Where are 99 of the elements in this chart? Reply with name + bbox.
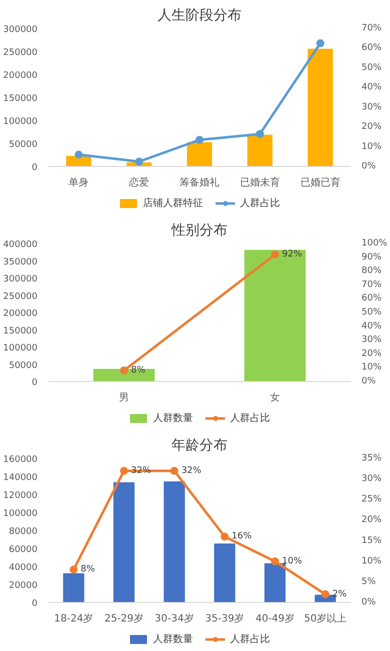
y-tick-label: 100000 xyxy=(3,117,38,127)
y-tick-label: 350000 xyxy=(3,257,38,268)
y-tick-label: 50000 xyxy=(8,360,38,371)
y2-tick-label: 20% xyxy=(362,515,382,526)
x-tick-label: 女 xyxy=(270,392,280,404)
point xyxy=(135,158,144,166)
y-tick-label: 80000 xyxy=(8,527,38,537)
x-tick-label: 30-34岁 xyxy=(154,612,194,624)
y-tick-label: 40000 xyxy=(8,563,38,573)
x-tick-label: 恋爱 xyxy=(128,176,150,188)
y-tick-label: 0 xyxy=(32,599,38,609)
y-tick-label: 100000 xyxy=(3,344,38,354)
y-tick-label: 200000 xyxy=(3,309,38,319)
y2-tick-label: 30% xyxy=(362,102,382,112)
y-tick-label: 60000 xyxy=(8,545,38,555)
y-tick-label: 160000 xyxy=(3,455,38,465)
y2-tick-label: 10% xyxy=(362,142,382,152)
y-tick-label: 200000 xyxy=(3,71,38,81)
y2-tick-label: 40% xyxy=(362,82,382,93)
x-tick-label: 单身 xyxy=(68,176,89,188)
y2-tick-label: 25% xyxy=(362,494,382,505)
x-tick-label: 筹备婚礼 xyxy=(180,176,220,188)
y2-tick-label: 30% xyxy=(362,335,382,346)
y-tick-label: 100000 xyxy=(3,509,38,519)
x-tick-label: 已婚未育 xyxy=(240,176,280,188)
point xyxy=(74,150,83,159)
legend-label: 人群占比 xyxy=(230,632,270,646)
y-tick-label: 50000 xyxy=(8,140,38,150)
y2-tick-label: 10% xyxy=(362,362,382,373)
point xyxy=(170,466,178,475)
y2-tick-label: 70% xyxy=(362,280,382,290)
point xyxy=(120,466,128,475)
y-tick-label: 250000 xyxy=(3,48,38,58)
bar xyxy=(214,544,236,602)
y2-tick-label: 80% xyxy=(362,266,382,276)
bar xyxy=(164,481,185,602)
y-tick-label: 140000 xyxy=(3,473,38,483)
data-label: 10% xyxy=(282,556,302,566)
x-tick-label: 35-39岁 xyxy=(205,612,244,624)
y2-tick-label: 60% xyxy=(362,43,382,54)
data-label: 32% xyxy=(181,466,202,476)
data-label: 16% xyxy=(232,532,252,542)
bar xyxy=(63,573,84,602)
y2-tick-label: 10% xyxy=(362,556,382,566)
y2-tick-label: 5% xyxy=(362,576,376,587)
bar xyxy=(308,48,333,166)
legend-label: 人群数量 xyxy=(153,633,193,646)
point xyxy=(70,566,78,574)
point xyxy=(196,136,204,144)
y2-tick-label: 60% xyxy=(362,294,382,304)
y2-tick-label: 20% xyxy=(362,122,382,132)
bar xyxy=(186,142,212,166)
y-tick-label: 120000 xyxy=(3,491,38,501)
x-tick-label: 男 xyxy=(119,392,129,404)
y-tick-label: 20000 xyxy=(8,581,38,591)
y2-tick-label: 0% xyxy=(362,598,376,608)
legend-label: 人群数量 xyxy=(153,412,193,425)
x-tick-label: 18-24岁 xyxy=(54,612,94,624)
legend-label: 人群占比 xyxy=(240,196,280,210)
point xyxy=(220,532,229,541)
y2-tick-label: 15% xyxy=(362,536,382,546)
y-tick-label: 0 xyxy=(32,378,38,388)
point xyxy=(316,39,324,48)
x-tick-label: 50岁以上 xyxy=(304,612,347,624)
legend-label: 店铺人群特征 xyxy=(143,196,203,210)
legend-label: 人群占比 xyxy=(230,412,270,425)
y-tick-label: 400000 xyxy=(3,240,38,250)
y-tick-label: 300000 xyxy=(3,25,38,35)
bar xyxy=(113,482,135,602)
y2-tick-label: 30% xyxy=(362,474,382,484)
y2-tick-label: 50% xyxy=(362,62,382,73)
y2-tick-label: 0% xyxy=(362,162,376,172)
y2-tick-label: 70% xyxy=(362,24,382,34)
y-tick-label: 150000 xyxy=(3,326,38,336)
y-tick-label: 250000 xyxy=(3,292,38,302)
bar xyxy=(264,563,286,602)
point xyxy=(256,130,264,138)
chart-title: 性别分布 xyxy=(170,222,228,238)
data-label: 8% xyxy=(80,564,96,575)
x-tick-label: 已婚已育 xyxy=(300,176,340,188)
point xyxy=(321,590,330,598)
y2-tick-label: 20% xyxy=(362,348,382,359)
chart-title: 年龄分布 xyxy=(172,438,228,454)
data-label: 92% xyxy=(282,250,302,260)
y-tick-label: 0 xyxy=(32,163,38,173)
y2-tick-label: 90% xyxy=(362,252,382,262)
x-tick-label: 25-29岁 xyxy=(104,612,144,624)
x-tick-label: 40-49岁 xyxy=(255,612,295,624)
point xyxy=(271,557,279,566)
y2-tick-label: 35% xyxy=(362,454,382,464)
data-label: 2% xyxy=(332,589,348,600)
y-tick-label: 150000 xyxy=(3,94,38,104)
y-tick-label: 300000 xyxy=(3,274,38,284)
y2-tick-label: 0% xyxy=(362,376,376,386)
bar xyxy=(247,134,272,166)
y2-tick-label: 50% xyxy=(362,308,382,318)
y2-tick-label: 40% xyxy=(362,321,382,332)
y2-tick-label: 100% xyxy=(362,238,388,248)
chart-title: 人生阶段分布 xyxy=(158,8,242,24)
